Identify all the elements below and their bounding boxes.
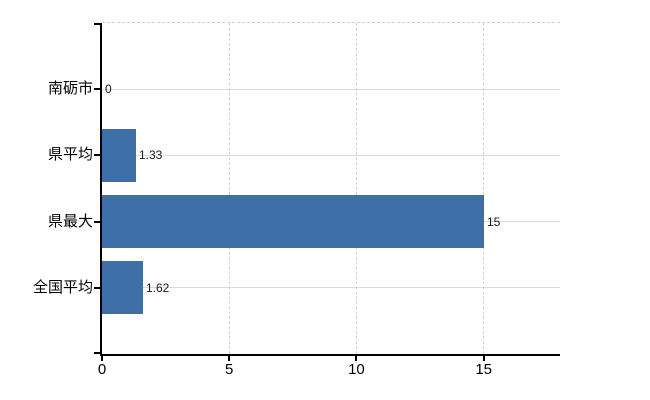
x-axis-tick (482, 355, 485, 361)
x-axis-line (100, 354, 560, 356)
plot-top-border (102, 22, 560, 23)
bar (102, 261, 143, 315)
y-axis-line (100, 23, 102, 354)
x-tick-label: 10 (348, 361, 365, 378)
bar (102, 195, 484, 249)
y-axis-tick (94, 88, 102, 91)
value-label: 0 (105, 82, 112, 97)
h-gridline (102, 154, 560, 156)
y-axis-tick (94, 352, 102, 354)
x-axis-tick (355, 355, 358, 361)
v-gridline (483, 23, 485, 354)
value-label: 15 (487, 214, 501, 229)
x-tick-label: 15 (475, 361, 492, 378)
h-gridline (102, 88, 560, 90)
x-tick-label: 5 (225, 361, 234, 378)
y-axis-tick (94, 286, 102, 289)
v-gridline (355, 23, 357, 354)
bar (102, 128, 136, 182)
category-label: 県平均 (47, 146, 93, 164)
x-tick-label: 0 (97, 361, 107, 378)
category-label: 県最大 (47, 212, 93, 230)
category-label: 全国平均 (32, 278, 93, 296)
y-axis-tick (94, 220, 102, 223)
y-axis-tick (94, 23, 102, 25)
x-axis-tick (228, 355, 231, 361)
value-label: 1.33 (139, 148, 163, 163)
x-axis-tick (101, 355, 103, 361)
y-axis-tick (94, 154, 102, 157)
value-label: 1.62 (146, 280, 170, 295)
h-gridline (102, 287, 560, 289)
category-label: 南砺市 (47, 80, 93, 98)
v-gridline (228, 23, 230, 354)
